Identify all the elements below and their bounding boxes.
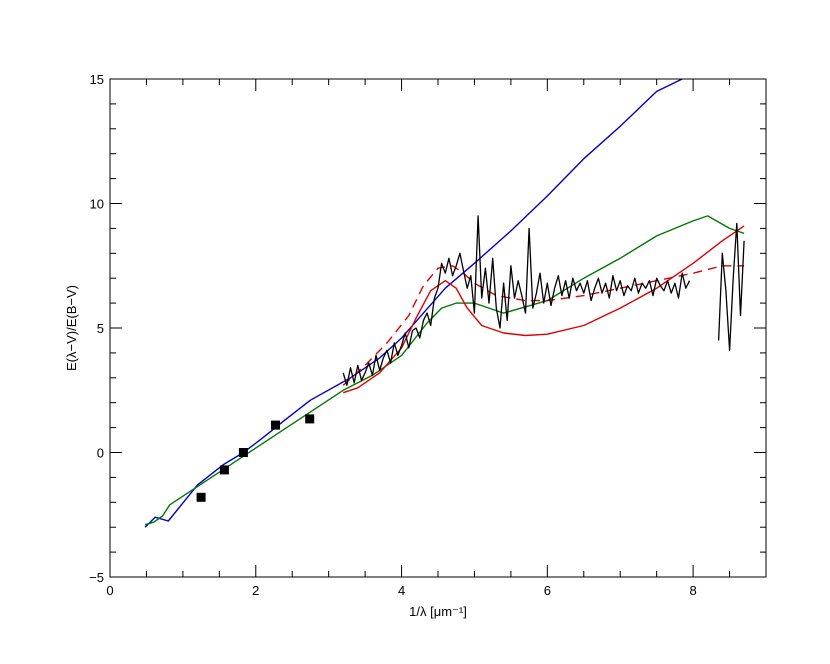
y-tick-label: 10	[90, 197, 104, 212]
x-tick-label: 0	[106, 583, 113, 598]
series-line-red-dashed-3	[342, 265, 745, 386]
series-line-red-solid-2	[342, 225, 745, 394]
y-axis-title: E(λ−V)/E(B−V)	[64, 285, 79, 371]
series-line-green-solid-1	[144, 215, 745, 526]
series-line-black-noisy-5	[717, 222, 745, 352]
marker-layer	[196, 414, 315, 502]
data-marker-3	[271, 420, 280, 430]
data-marker-0	[196, 492, 206, 502]
x-tick-label: 8	[689, 583, 696, 598]
x-axis-title: 1/λ [μm⁻¹]	[409, 604, 467, 619]
data-marker-2	[238, 448, 248, 457]
x-tick-label: 2	[252, 583, 259, 598]
y-tick-label: −5	[89, 570, 104, 585]
y-tick-label: 5	[97, 321, 104, 336]
y-tick-label: 0	[97, 446, 104, 461]
series-line-black-noisy-4	[342, 215, 691, 386]
plot-frame	[109, 78, 767, 578]
y-tick-label: 15	[90, 72, 104, 87]
data-marker-1	[219, 465, 229, 475]
x-tick-label: 4	[398, 583, 405, 598]
series-layer	[144, 79, 745, 528]
x-tick-label: 6	[544, 583, 551, 598]
series-line-blue-solid-0	[144, 79, 683, 528]
data-marker-4	[305, 414, 315, 424]
